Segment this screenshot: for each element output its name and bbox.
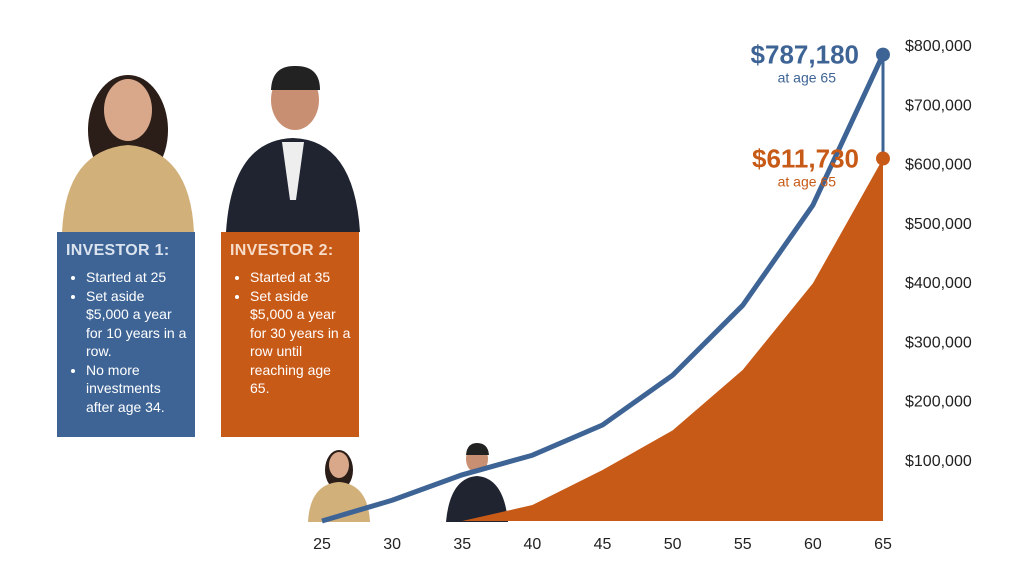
investor-2-box: INVESTOR 2: Started at 35Set aside $5,00… bbox=[221, 232, 359, 437]
end-note: at age 65 bbox=[778, 173, 837, 189]
y-tick-label: $100,000 bbox=[905, 453, 972, 470]
bullet: Set aside $5,000 a year for 30 years in … bbox=[250, 287, 351, 398]
end-note: at age 65 bbox=[778, 69, 837, 85]
investor-title: INVESTOR 2: bbox=[230, 242, 334, 259]
bullet: Started at 35 bbox=[250, 268, 351, 287]
investor-title: INVESTOR 1: bbox=[66, 242, 170, 259]
portrait-investor-1 bbox=[62, 75, 194, 232]
y-tick-label: $700,000 bbox=[905, 97, 972, 114]
bullet: No more investments after age 34. bbox=[86, 361, 187, 417]
y-tick-label: $300,000 bbox=[905, 334, 972, 351]
y-tick-label: $200,000 bbox=[905, 394, 972, 411]
portrait-investor-2 bbox=[226, 65, 360, 232]
line bbox=[321, 53, 886, 524]
end-point bbox=[876, 151, 890, 166]
x-tick-label: 60 bbox=[804, 536, 822, 553]
mini-portrait-1 bbox=[308, 450, 370, 522]
x-tick-label: 65 bbox=[874, 536, 892, 553]
y-tick-label: $500,000 bbox=[905, 216, 972, 233]
mini-portrait-2 bbox=[446, 443, 508, 522]
value-label: $787,180 bbox=[751, 39, 859, 69]
x-tick-label: 50 bbox=[664, 536, 682, 553]
x-tick-label: 45 bbox=[594, 536, 612, 553]
x-tick-label: 35 bbox=[453, 536, 471, 553]
x-tick-label: 55 bbox=[734, 536, 752, 553]
bullet: Started at 25 bbox=[86, 268, 187, 287]
end-point bbox=[876, 47, 890, 62]
bullet-list: Started at 25Set aside $5,000 a year for… bbox=[66, 268, 187, 416]
investor-1-box: INVESTOR 1: Started at 25Set aside $5,00… bbox=[57, 232, 195, 437]
bullet: Set aside $5,000 a year for 10 years in … bbox=[86, 287, 187, 361]
value-label: $611,730 bbox=[752, 143, 859, 173]
bullet-list: Started at 35Set aside $5,000 a year for… bbox=[230, 268, 351, 398]
x-tick-label: 40 bbox=[523, 536, 541, 553]
x-tick-label: 25 bbox=[313, 536, 331, 553]
x-tick-label: 30 bbox=[383, 536, 401, 553]
y-tick-label: $800,000 bbox=[905, 38, 972, 55]
y-tick-label: $400,000 bbox=[905, 275, 972, 292]
area bbox=[462, 158, 883, 521]
y-tick-label: $600,000 bbox=[905, 157, 972, 174]
